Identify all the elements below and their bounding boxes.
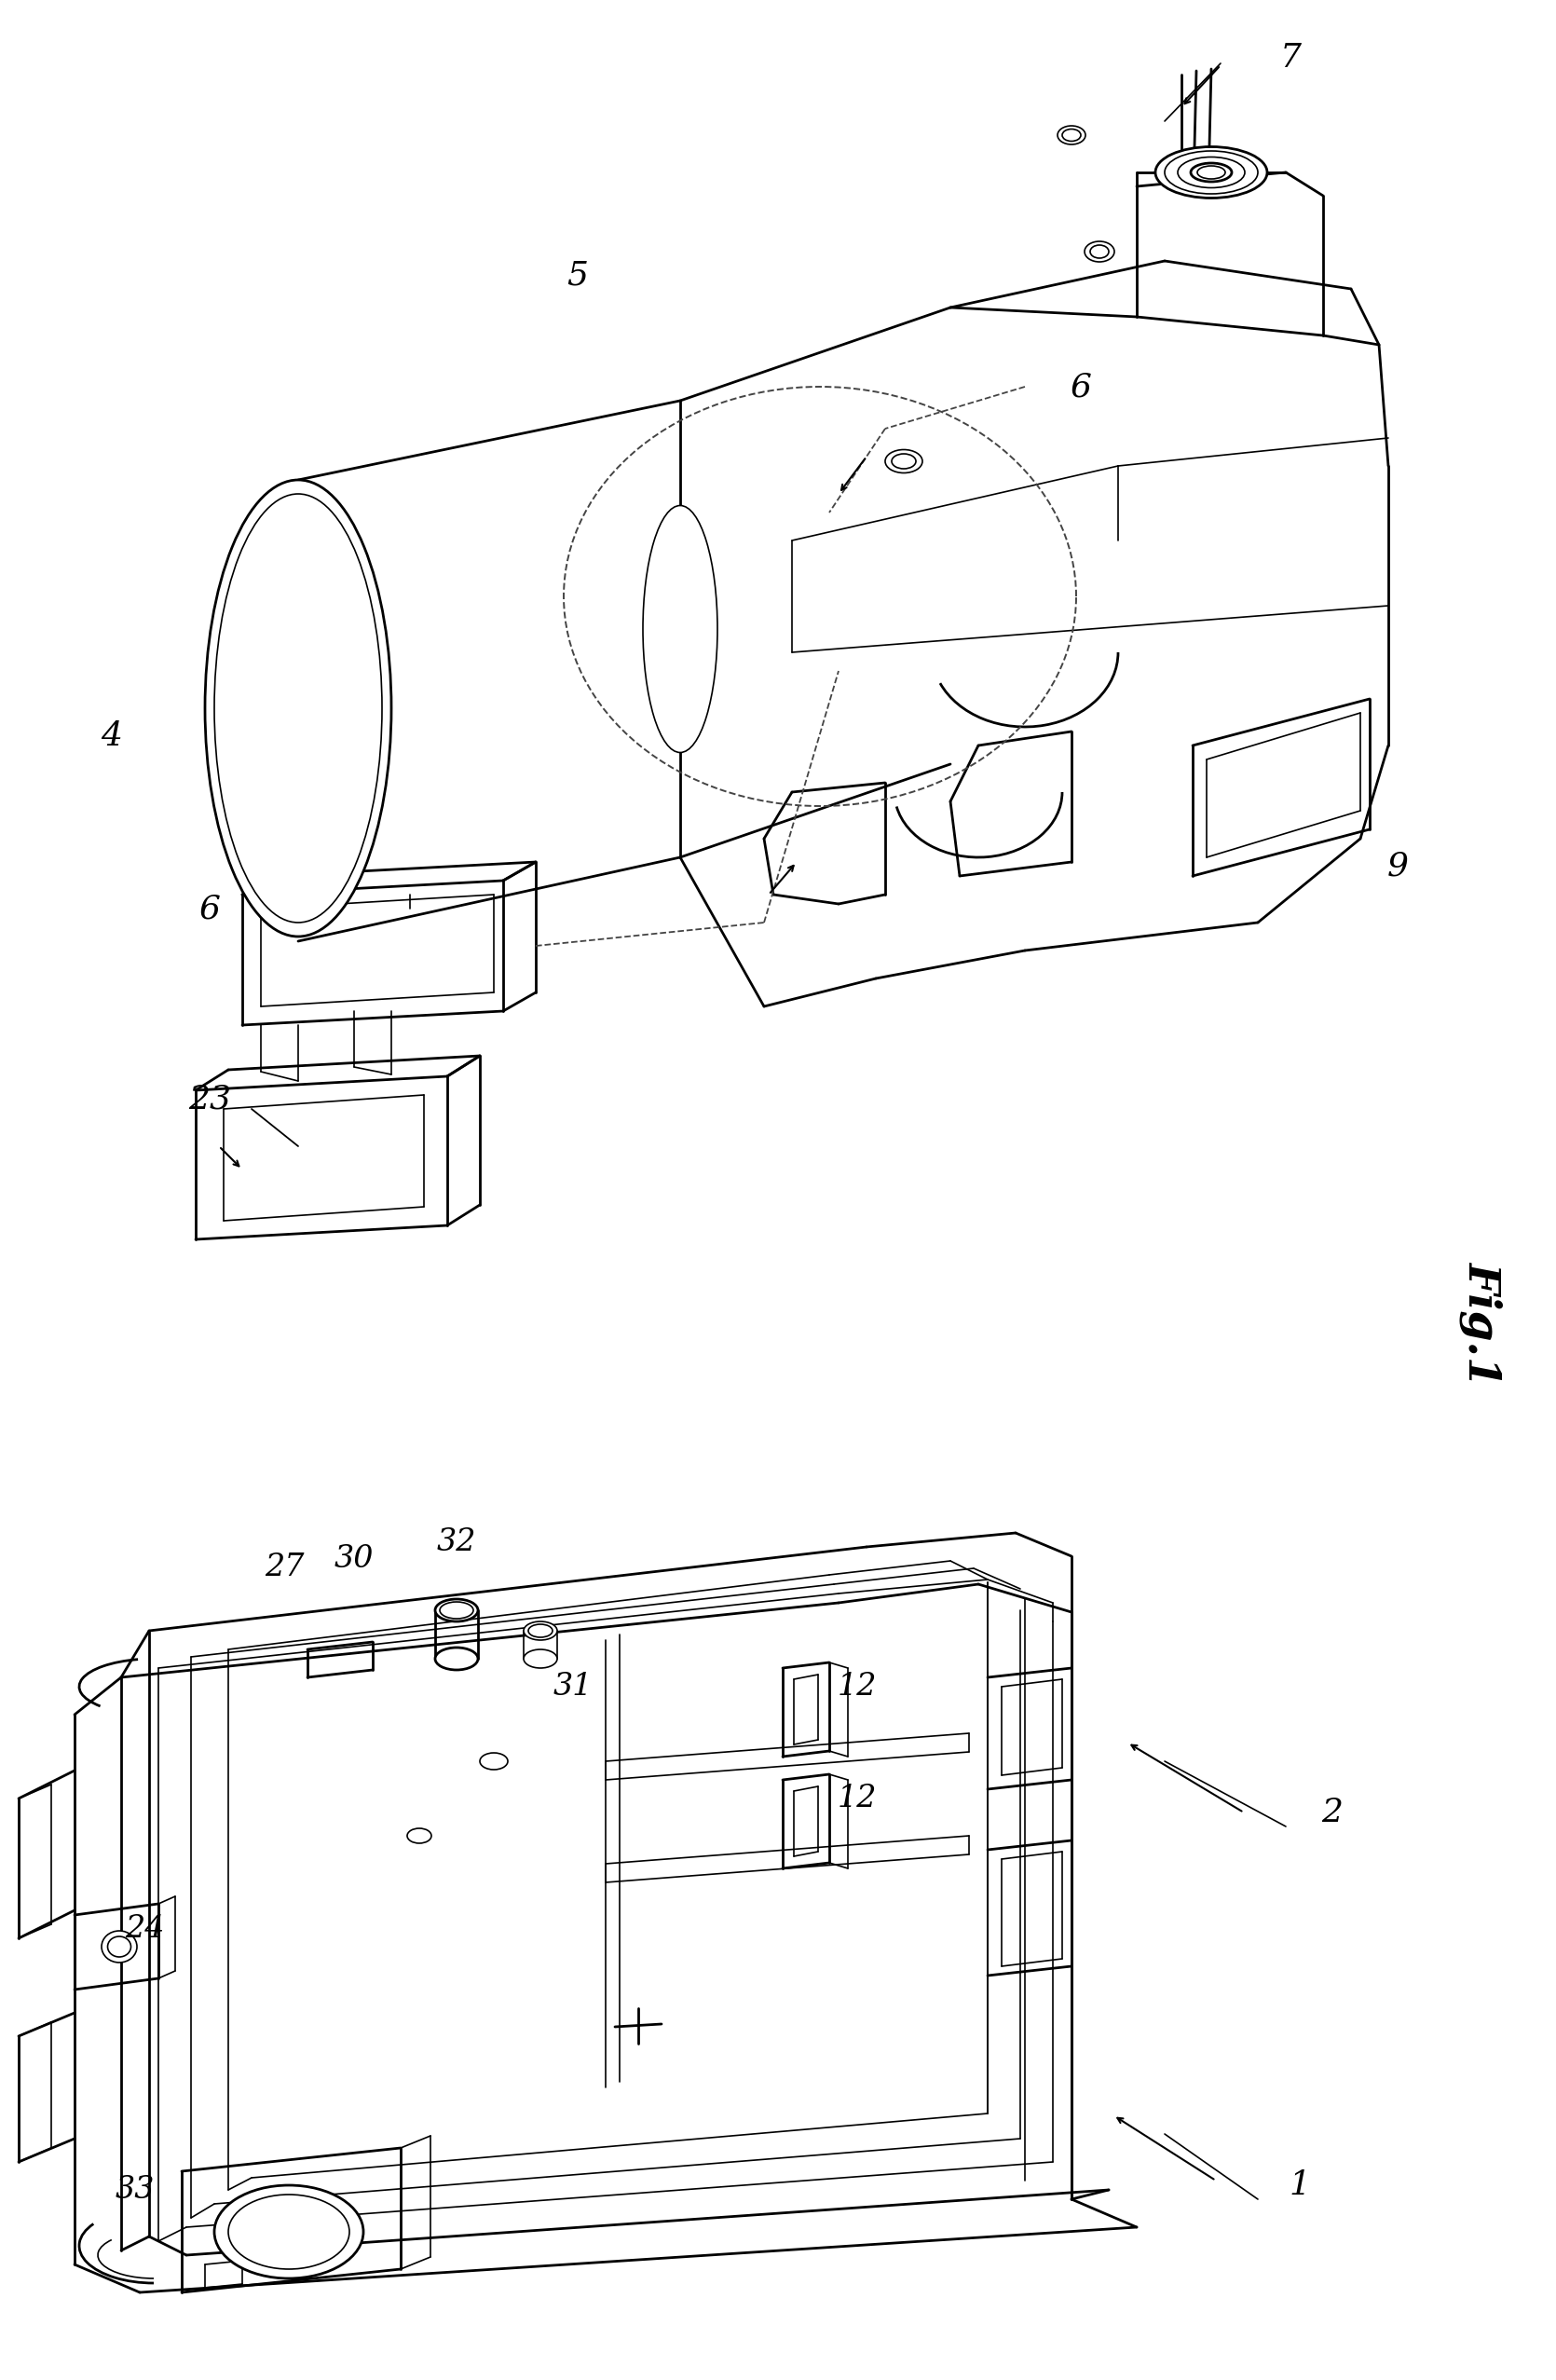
Text: 6: 6 bbox=[1071, 371, 1091, 402]
Ellipse shape bbox=[436, 1647, 478, 1671]
Text: 2: 2 bbox=[1321, 1797, 1343, 1828]
Text: 4: 4 bbox=[101, 721, 123, 752]
Ellipse shape bbox=[524, 1621, 557, 1640]
Ellipse shape bbox=[1190, 164, 1232, 181]
Text: 23: 23 bbox=[188, 1083, 232, 1116]
Ellipse shape bbox=[524, 1649, 557, 1668]
Ellipse shape bbox=[205, 481, 391, 938]
Text: 1: 1 bbox=[1288, 2171, 1310, 2202]
Ellipse shape bbox=[101, 1930, 137, 1964]
Ellipse shape bbox=[436, 1599, 478, 1621]
Text: 32: 32 bbox=[437, 1528, 476, 1557]
Ellipse shape bbox=[885, 450, 923, 474]
Ellipse shape bbox=[643, 505, 717, 752]
Ellipse shape bbox=[1085, 240, 1114, 262]
Text: 9: 9 bbox=[1386, 850, 1408, 883]
Text: Fig.1: Fig.1 bbox=[1460, 1261, 1503, 1385]
Text: 27: 27 bbox=[265, 1552, 303, 1583]
Text: 7: 7 bbox=[1279, 43, 1301, 74]
Text: 33: 33 bbox=[115, 2175, 156, 2204]
Text: 31: 31 bbox=[554, 1671, 593, 1702]
Text: 6: 6 bbox=[199, 892, 221, 923]
Text: 24: 24 bbox=[124, 1914, 165, 1944]
Ellipse shape bbox=[408, 1828, 431, 1842]
Ellipse shape bbox=[1058, 126, 1086, 145]
Text: 12: 12 bbox=[837, 1671, 878, 1702]
Text: 30: 30 bbox=[335, 1545, 373, 1573]
Text: 12: 12 bbox=[837, 1783, 878, 1814]
Ellipse shape bbox=[479, 1752, 507, 1771]
Text: 5: 5 bbox=[566, 259, 588, 290]
Ellipse shape bbox=[1156, 148, 1267, 198]
Ellipse shape bbox=[215, 2185, 364, 2278]
